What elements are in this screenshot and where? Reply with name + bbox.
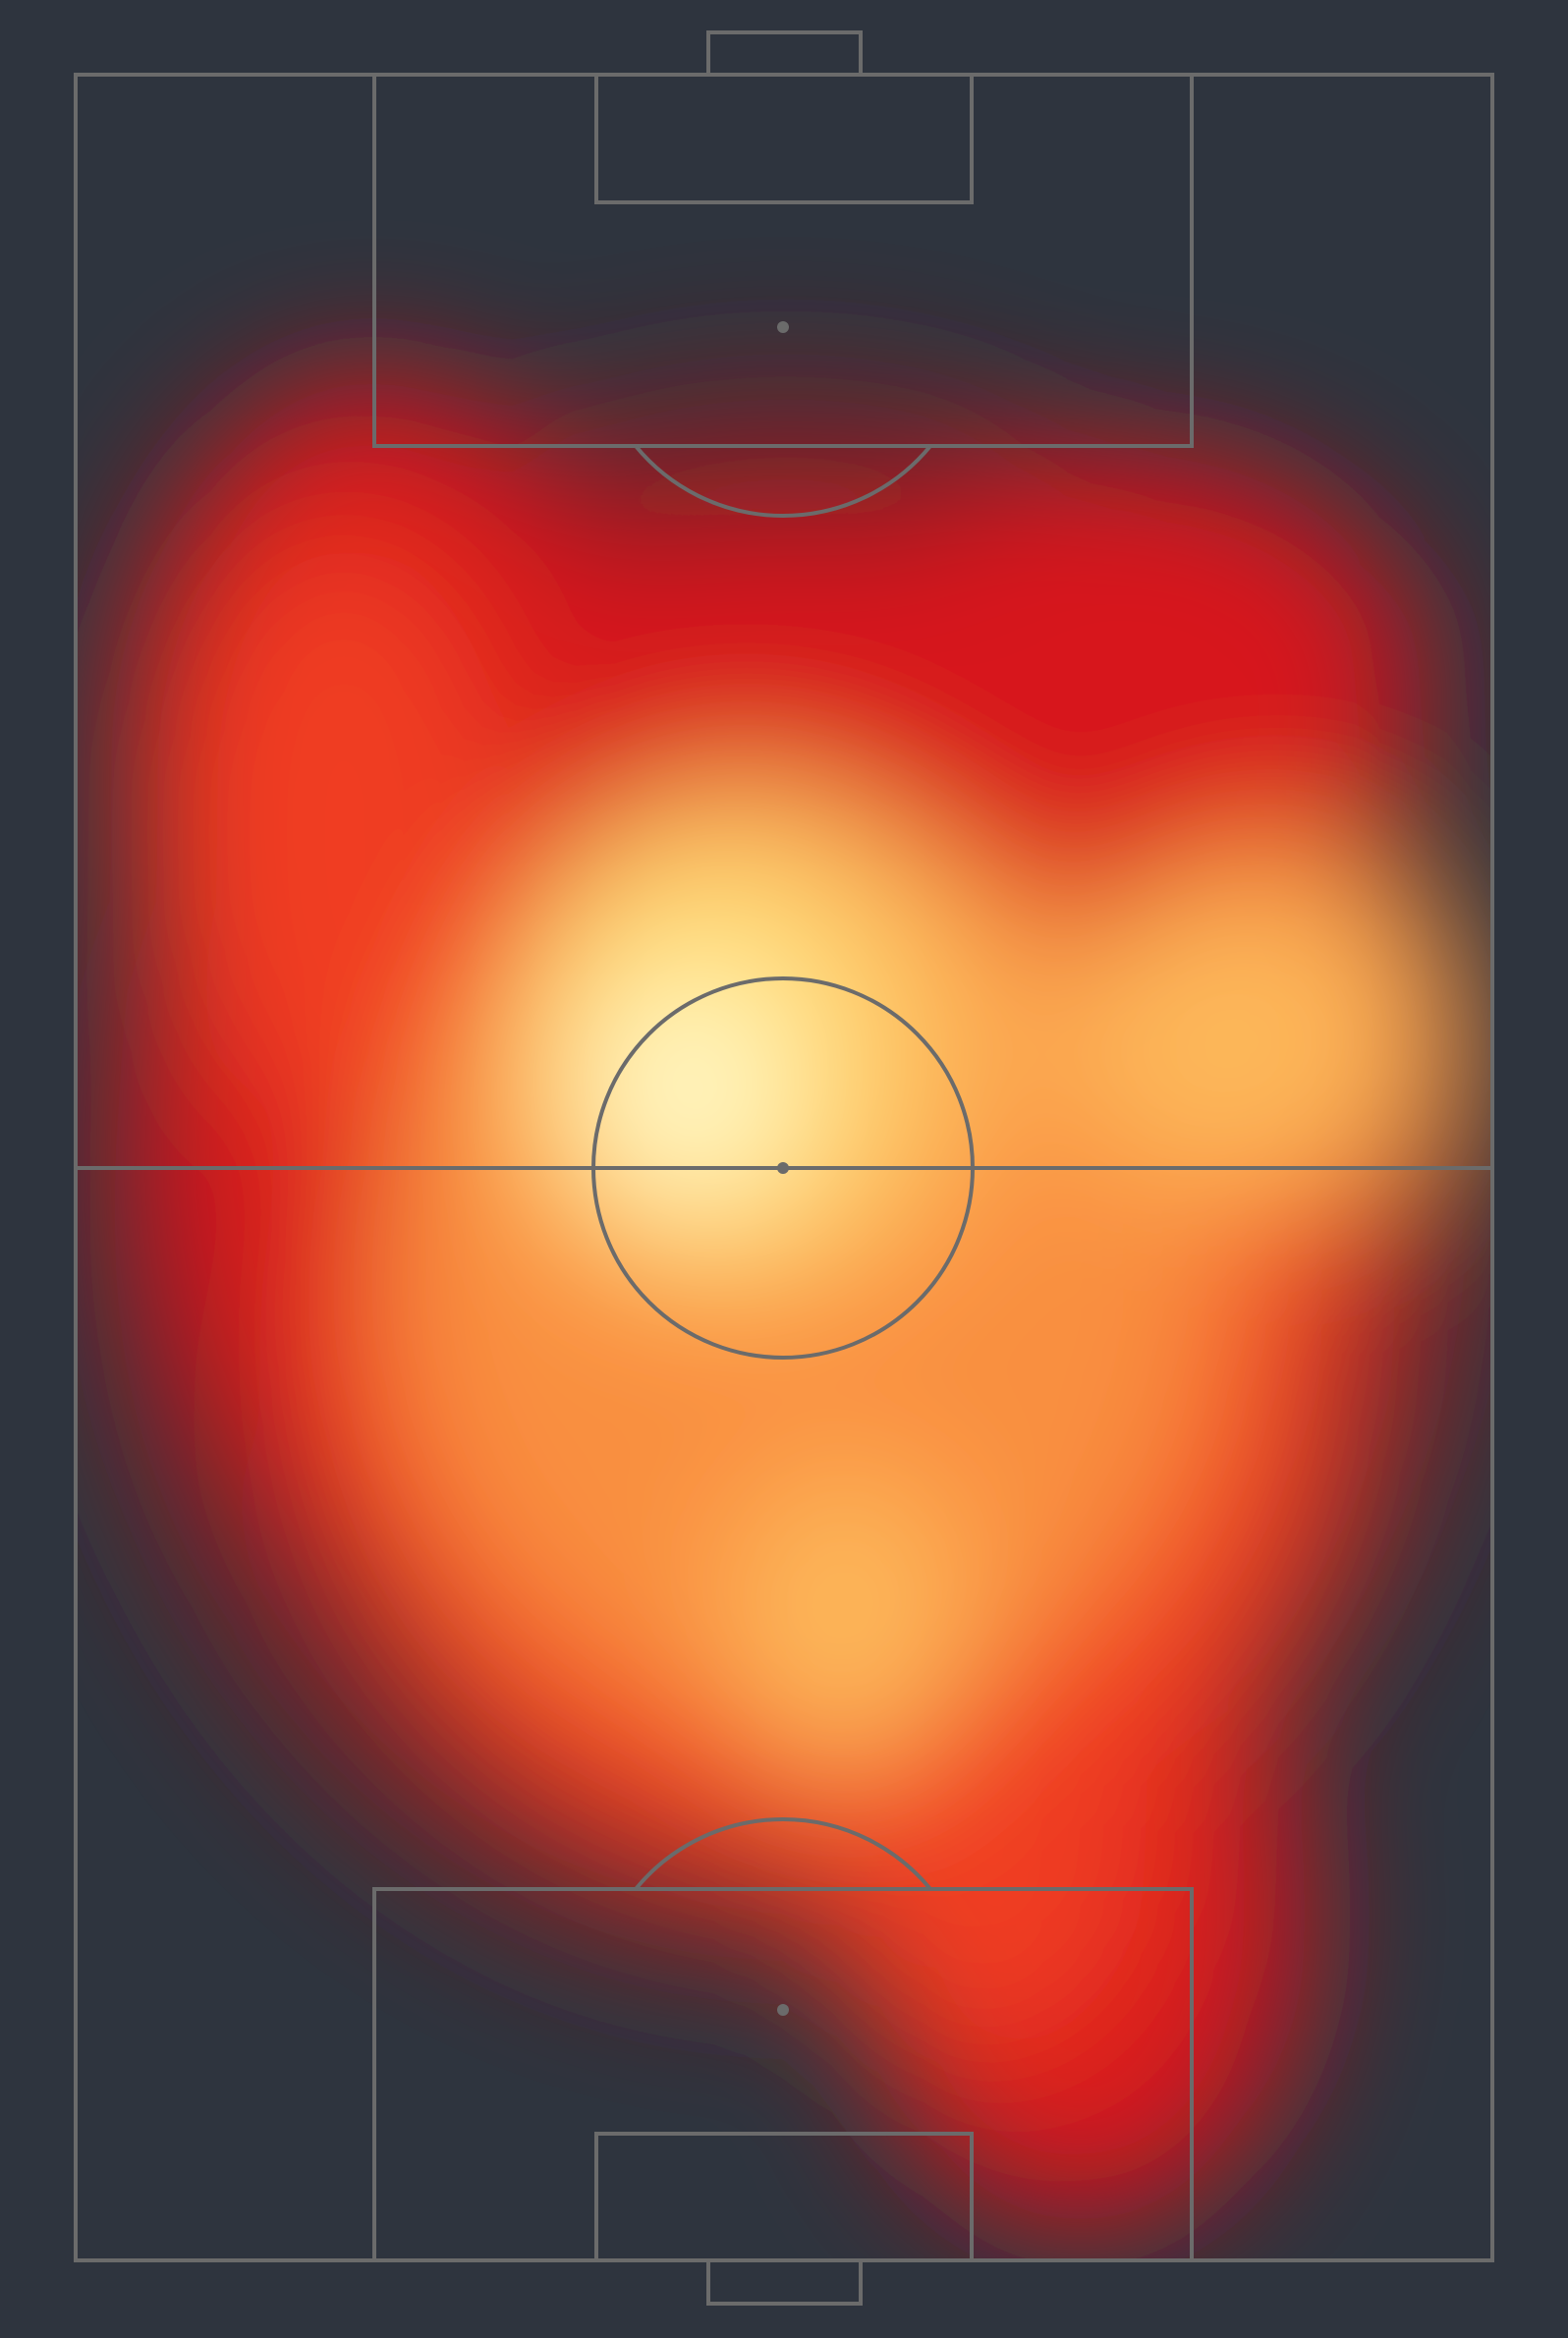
penalty-arc bbox=[634, 1817, 932, 1891]
heatmap bbox=[79, 373, 1492, 2230]
pitch-lines bbox=[74, 30, 1494, 2306]
penalty-spot bbox=[777, 321, 789, 333]
penalty-arc bbox=[634, 444, 932, 518]
penalty-spot bbox=[777, 2004, 789, 2016]
center-spot bbox=[777, 1162, 789, 1174]
goal bbox=[706, 2258, 863, 2306]
goal bbox=[706, 30, 863, 77]
center-circle bbox=[591, 976, 975, 1360]
